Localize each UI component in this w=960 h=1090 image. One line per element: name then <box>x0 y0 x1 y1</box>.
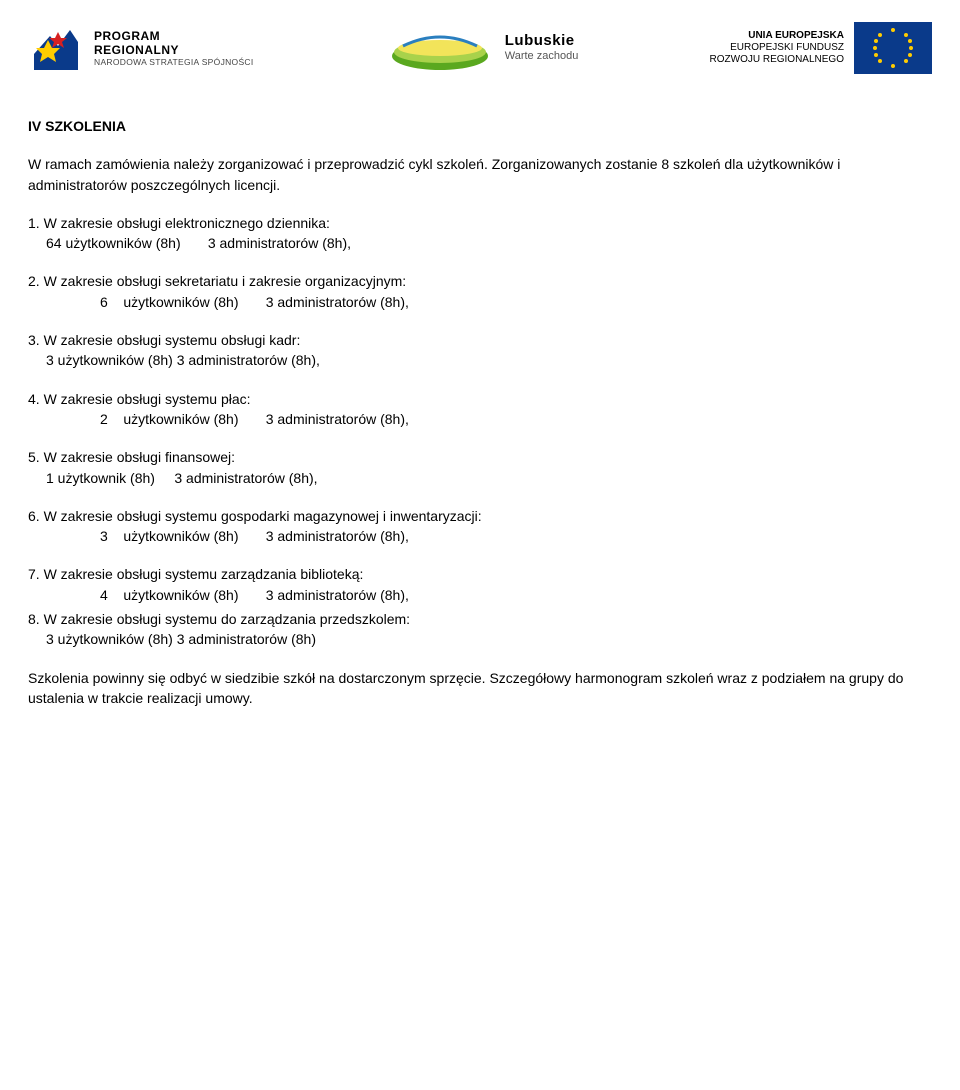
logo2-line1: Lubuskie <box>505 32 579 50</box>
list-item: 5. W zakresie obsługi finansowej: 1 użyt… <box>28 447 932 488</box>
list-item: 7. W zakresie obsługi systemu zarządzani… <box>28 564 932 605</box>
item-allocation: 3 użytkowników (8h) 3 administratorów (8… <box>28 526 932 546</box>
item-allocation: 3 użytkowników (8h) 3 administratorów (8… <box>28 629 932 649</box>
list-item: 4. W zakresie obsługi systemu płac: 2 uż… <box>28 389 932 430</box>
item-allocation: 64 użytkowników (8h) 3 administratorów (… <box>28 233 932 253</box>
item-title: W zakresie obsługi systemu do zarządzani… <box>44 611 411 627</box>
item-num: 8. <box>28 611 40 627</box>
item-allocation: 3 użytkowników (8h) 3 administratorów (8… <box>28 350 932 370</box>
item-title: W zakresie obsługi systemu płac: <box>44 391 251 407</box>
item-allocation: 2 użytkowników (8h) 3 administratorów (8… <box>28 409 932 429</box>
item-allocation: 4 użytkowników (8h) 3 administratorów (8… <box>28 585 932 605</box>
intro-text: W ramach zamówienia należy zorganizować … <box>28 154 932 195</box>
item-num: 6. <box>28 508 40 524</box>
logo-program-regionalny: PROGRAM REGIONALNY NARODOWA STRATEGIA SP… <box>28 20 254 76</box>
item-title: W zakresie obsługi finansowej: <box>44 449 235 465</box>
logo1-text: PROGRAM REGIONALNY NARODOWA STRATEGIA SP… <box>94 29 254 68</box>
item-num: 3. <box>28 332 40 348</box>
footer-note: Szkolenia powinny się odbyć w siedzibie … <box>28 668 932 709</box>
item-num: 2. <box>28 273 40 289</box>
logo1-sub: NARODOWA STRATEGIA SPÓJNOŚCI <box>94 57 254 67</box>
item-num: 1. <box>28 215 40 231</box>
item-title: W zakresie obsługi elektronicznego dzien… <box>44 215 330 231</box>
star-icon <box>28 20 84 76</box>
eu-line1: UNIA EUROPEJSKA <box>710 30 844 42</box>
training-list: 1. W zakresie obsługi elektronicznego dz… <box>28 213 932 650</box>
logo-eu: UNIA EUROPEJSKA EUROPEJSKI FUNDUSZ ROZWO… <box>710 22 932 74</box>
header-logos: PROGRAM REGIONALNY NARODOWA STRATEGIA SP… <box>28 20 932 76</box>
item-num: 5. <box>28 449 40 465</box>
item-title: W zakresie obsługi systemu obsługi kadr: <box>44 332 301 348</box>
list-item: 3. W zakresie obsługi systemu obsługi ka… <box>28 330 932 371</box>
logo2-text: Lubuskie Warte zachodu <box>505 32 579 63</box>
list-item: 6. W zakresie obsługi systemu gospodarki… <box>28 506 932 547</box>
lubuskie-icon <box>385 22 495 74</box>
list-item: 8. W zakresie obsługi systemu do zarządz… <box>28 609 932 650</box>
eu-text: UNIA EUROPEJSKA EUROPEJSKI FUNDUSZ ROZWO… <box>710 30 844 66</box>
section-title: IV SZKOLENIA <box>28 116 932 136</box>
list-item: 2. W zakresie obsługi sekretariatu i zak… <box>28 271 932 312</box>
item-title: W zakresie obsługi systemu gospodarki ma… <box>44 508 482 524</box>
eu-flag-icon <box>854 22 932 74</box>
item-num: 7. <box>28 566 40 582</box>
item-title: W zakresie obsługi sekretariatu i zakres… <box>44 273 407 289</box>
logo1-line1: PROGRAM <box>94 29 254 43</box>
eu-line2: EUROPEJSKI FUNDUSZ <box>710 42 844 54</box>
list-item: 1. W zakresie obsługi elektronicznego dz… <box>28 213 932 254</box>
item-allocation: 1 użytkownik (8h) 3 administratorów (8h)… <box>28 468 932 488</box>
logo-lubuskie: Lubuskie Warte zachodu <box>385 22 579 74</box>
logo1-line2: REGIONALNY <box>94 43 254 57</box>
item-title: W zakresie obsługi systemu zarządzania b… <box>44 566 364 582</box>
item-allocation: 6 użytkowników (8h) 3 administratorów (8… <box>28 292 932 312</box>
logo2-line2: Warte zachodu <box>505 50 579 62</box>
eu-line3: ROZWOJU REGIONALNEGO <box>710 54 844 66</box>
item-num: 4. <box>28 391 40 407</box>
